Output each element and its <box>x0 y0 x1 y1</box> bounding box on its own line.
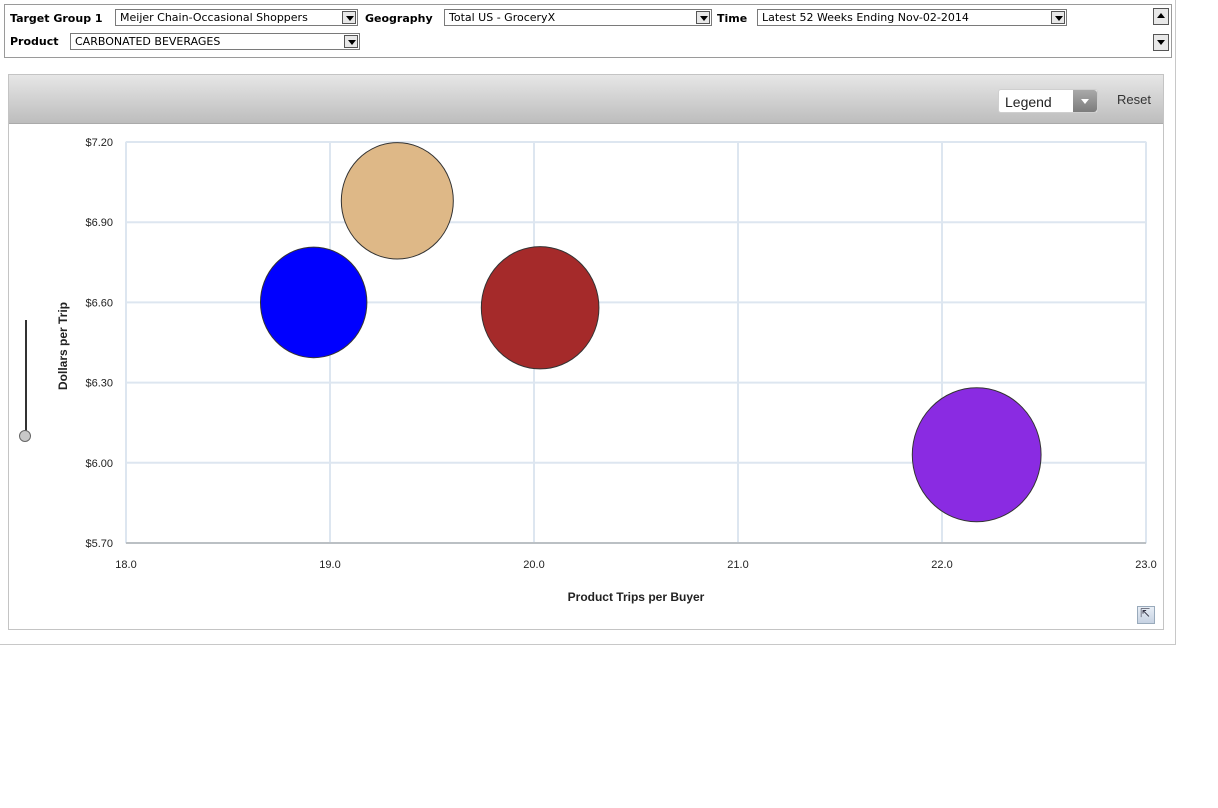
y-tick-label: $6.30 <box>85 378 113 390</box>
y-tick-label: $6.00 <box>85 458 113 470</box>
x-tick-label: 22.0 <box>931 559 952 571</box>
target-group-select[interactable]: Meijer Chain-Occasional Shoppers <box>115 9 358 26</box>
bubble-chart: 18.0 19.0 20.0 21.0 22.0 23.0 $5.70 $6.00 $6.30… <box>56 137 1157 604</box>
target-group-label: Target Group 1 <box>10 12 103 25</box>
chevron-down-icon[interactable] <box>1051 11 1065 24</box>
chevron-down-icon[interactable] <box>1073 90 1097 112</box>
scroll-up-button[interactable] <box>1153 8 1169 25</box>
y-axis-label: Dollars per Trip <box>56 302 70 390</box>
x-tick-label: 23.0 <box>1135 559 1156 571</box>
bubble-point[interactable] <box>911 387 1042 523</box>
geography-value: Total US - GroceryX <box>449 11 556 24</box>
bubble-point[interactable] <box>340 142 454 260</box>
y-tick-label: $5.70 <box>85 538 113 550</box>
time-select[interactable]: Latest 52 Weeks Ending Nov-02-2014 <box>757 9 1067 26</box>
bubble-point[interactable] <box>259 246 368 359</box>
x-axis-label: Product Trips per Buyer <box>568 590 705 604</box>
product-value: CARBONATED BEVERAGES <box>75 35 221 48</box>
zoom-slider-track[interactable] <box>25 320 27 436</box>
bubble-point[interactable] <box>480 246 600 370</box>
time-value: Latest 52 Weeks Ending Nov-02-2014 <box>762 11 969 24</box>
app-window: Target Group 1 Meijer Chain-Occasional S… <box>0 0 1176 645</box>
time-label: Time <box>717 12 748 25</box>
legend-select[interactable]: Legend <box>998 89 1098 113</box>
scroll-down-button[interactable] <box>1153 34 1169 51</box>
chart-panel: Legend Reset 18.0 19.0 20.0 21.0 22.0 23.0 $5… <box>8 74 1164 630</box>
chevron-down-icon[interactable] <box>344 35 358 48</box>
reset-button[interactable]: Reset <box>1117 92 1151 107</box>
chart-toolbar: Legend Reset <box>9 75 1163 124</box>
x-tick-label: 20.0 <box>523 559 544 571</box>
y-tick-label: $6.90 <box>85 217 113 229</box>
x-tick-label: 19.0 <box>319 559 340 571</box>
y-tick-label: $6.60 <box>85 297 113 309</box>
geography-select[interactable]: Total US - GroceryX <box>444 9 712 26</box>
x-axis-ticks: 18.0 19.0 20.0 21.0 22.0 23.0 <box>115 559 1156 571</box>
filter-bar: Target Group 1 Meijer Chain-Occasional S… <box>4 4 1172 58</box>
product-label: Product <box>10 35 59 48</box>
geography-label: Geography <box>365 12 433 25</box>
target-group-value: Meijer Chain-Occasional Shoppers <box>120 11 308 24</box>
zoom-slider-handle[interactable] <box>19 430 31 442</box>
x-tick-label: 21.0 <box>727 559 748 571</box>
x-tick-label: 18.0 <box>115 559 136 571</box>
chevron-down-icon[interactable] <box>696 11 710 24</box>
y-tick-label: $7.20 <box>85 137 113 149</box>
expand-icon[interactable] <box>1137 606 1155 624</box>
chevron-down-icon[interactable] <box>342 11 356 24</box>
y-axis-ticks: $5.70 $6.00 $6.30 $6.60 $6.90 $7.20 <box>85 137 113 550</box>
product-select[interactable]: CARBONATED BEVERAGES <box>70 33 360 50</box>
legend-select-label: Legend <box>1005 94 1052 110</box>
bubbles <box>259 142 1042 523</box>
